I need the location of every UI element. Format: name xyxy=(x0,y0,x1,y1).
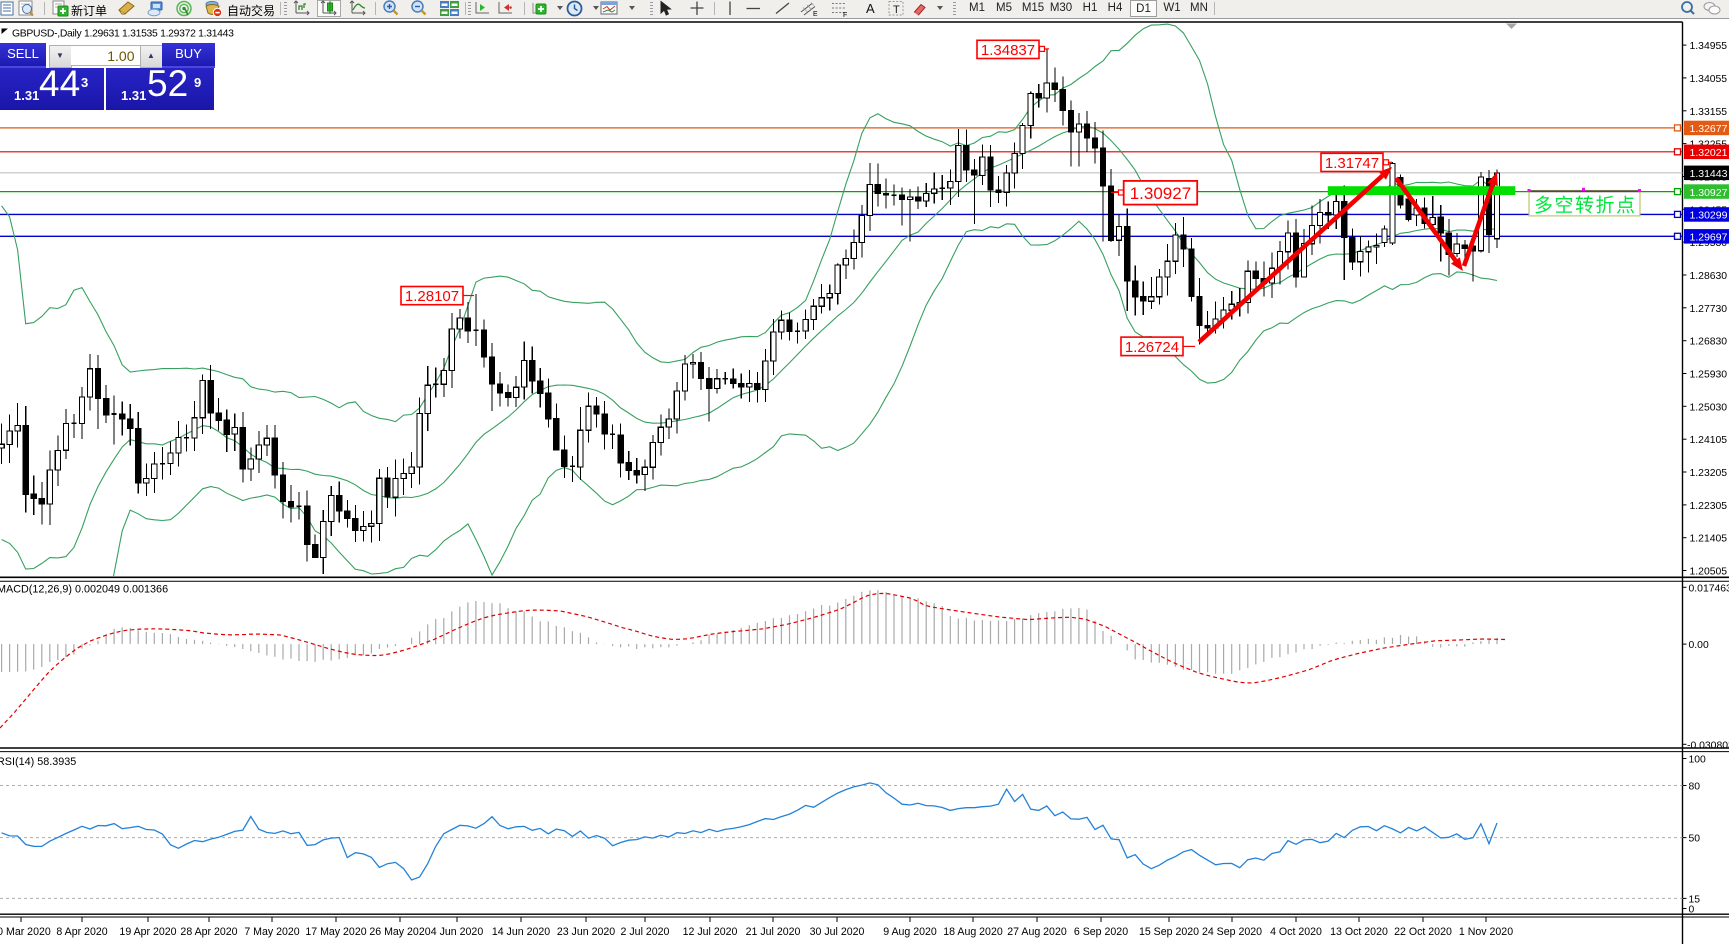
svg-text:1.21405: 1.21405 xyxy=(1690,534,1728,545)
svg-text:1.25030: 1.25030 xyxy=(1690,402,1728,413)
svg-text:100: 100 xyxy=(1689,755,1707,766)
svg-text:1.34837: 1.34837 xyxy=(981,42,1035,59)
svg-text:7 May 2020: 7 May 2020 xyxy=(244,926,299,938)
svg-text:1.28630: 1.28630 xyxy=(1690,271,1728,282)
svg-text:1.34955: 1.34955 xyxy=(1690,41,1728,52)
svg-text:15 Sep 2020: 15 Sep 2020 xyxy=(1139,926,1199,938)
svg-text:1.30927: 1.30927 xyxy=(1690,187,1728,199)
svg-text:22 Oct 2020: 22 Oct 2020 xyxy=(1394,926,1452,938)
svg-text:0.017463: 0.017463 xyxy=(1689,583,1729,594)
svg-text:1.31443: 1.31443 xyxy=(1690,168,1728,180)
svg-text:GBPUSD-,Daily 1.29631 1.31535: GBPUSD-,Daily 1.29631 1.31535 1.29372 1.… xyxy=(12,29,234,40)
svg-text:21 Jul 2020: 21 Jul 2020 xyxy=(746,926,801,938)
svg-text:1.32021: 1.32021 xyxy=(1690,147,1728,159)
svg-text:1.34055: 1.34055 xyxy=(1690,74,1728,85)
svg-text:24 Sep 2020: 24 Sep 2020 xyxy=(1202,926,1262,938)
svg-text:1.28107: 1.28107 xyxy=(405,288,459,305)
svg-text:2 Jul 2020: 2 Jul 2020 xyxy=(621,926,670,938)
svg-text:30 Mar 2020: 30 Mar 2020 xyxy=(0,926,51,938)
svg-text:23 Jun 2020: 23 Jun 2020 xyxy=(557,926,615,938)
svg-text:-0.030803: -0.030803 xyxy=(1687,740,1729,751)
svg-text:F: F xyxy=(843,12,847,18)
svg-text:1.31747: 1.31747 xyxy=(1325,155,1379,172)
svg-text:18 Aug 2020: 18 Aug 2020 xyxy=(943,926,1003,938)
svg-text:15: 15 xyxy=(1689,894,1701,905)
svg-text:50: 50 xyxy=(1689,834,1701,845)
svg-text:13 Oct 2020: 13 Oct 2020 xyxy=(1330,926,1388,938)
svg-text:T: T xyxy=(893,4,900,16)
svg-text:26 May 2020: 26 May 2020 xyxy=(369,926,430,938)
svg-text:80: 80 xyxy=(1689,782,1701,793)
svg-text:1.30927: 1.30927 xyxy=(1130,184,1191,203)
svg-text:1.24105: 1.24105 xyxy=(1690,435,1728,446)
svg-text:14 Jun 2020: 14 Jun 2020 xyxy=(492,926,550,938)
svg-text:12 Jul 2020: 12 Jul 2020 xyxy=(683,926,738,938)
svg-text:1.26830: 1.26830 xyxy=(1690,337,1728,348)
svg-text:17 May 2020: 17 May 2020 xyxy=(305,926,366,938)
svg-text:30 Jul 2020: 30 Jul 2020 xyxy=(810,926,865,938)
svg-text:1.32677: 1.32677 xyxy=(1690,123,1728,135)
svg-text:4 Oct 2020: 4 Oct 2020 xyxy=(1270,926,1322,938)
svg-text:1.22305: 1.22305 xyxy=(1690,501,1728,512)
svg-text:4 Jun 2020: 4 Jun 2020 xyxy=(431,926,484,938)
svg-text:1.26724: 1.26724 xyxy=(1125,339,1179,356)
svg-text:6 Sep 2020: 6 Sep 2020 xyxy=(1074,926,1128,938)
svg-text:28 Apr 2020: 28 Apr 2020 xyxy=(180,926,237,938)
svg-text:9 Aug 2020: 9 Aug 2020 xyxy=(883,926,937,938)
svg-text:1.25930: 1.25930 xyxy=(1690,370,1728,381)
svg-text:1.30299: 1.30299 xyxy=(1690,210,1728,222)
svg-text:多空转折点: 多空转折点 xyxy=(1534,195,1637,217)
svg-text:1.23205: 1.23205 xyxy=(1690,468,1728,479)
svg-text:27 Aug 2020: 27 Aug 2020 xyxy=(1007,926,1067,938)
svg-text:19 Apr 2020: 19 Apr 2020 xyxy=(119,926,176,938)
svg-text:RSI(14) 58.3935: RSI(14) 58.3935 xyxy=(0,756,76,768)
svg-text:0.00: 0.00 xyxy=(1689,640,1709,651)
svg-text:1.33155: 1.33155 xyxy=(1690,107,1728,118)
svg-text:1.20505: 1.20505 xyxy=(1690,567,1728,578)
svg-text:MACD(12,26,9) 0.002049 0.00136: MACD(12,26,9) 0.002049 0.001366 xyxy=(0,584,168,596)
svg-text:8 Apr 2020: 8 Apr 2020 xyxy=(56,926,107,938)
svg-text:1.27730: 1.27730 xyxy=(1690,304,1728,315)
svg-text:1 Nov 2020: 1 Nov 2020 xyxy=(1459,926,1513,938)
svg-text:1.29697: 1.29697 xyxy=(1690,232,1728,244)
svg-text:0: 0 xyxy=(1689,905,1695,916)
svg-text:E: E xyxy=(813,11,818,18)
